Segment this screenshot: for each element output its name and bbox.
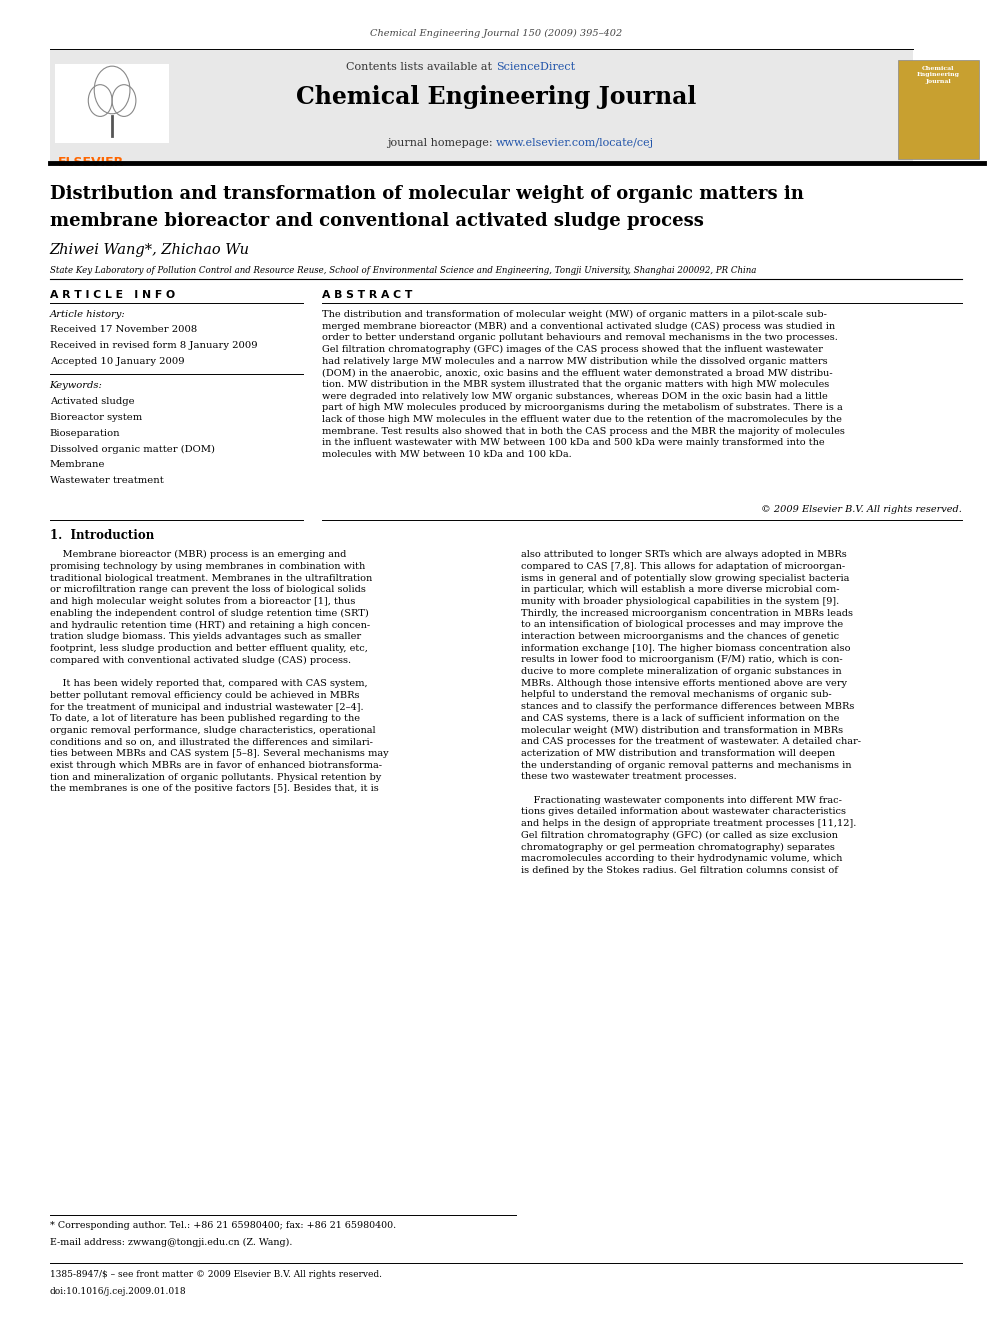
Text: Wastewater treatment: Wastewater treatment [50,476,164,486]
Text: Accepted 10 January 2009: Accepted 10 January 2009 [50,357,185,366]
Text: Activated sludge: Activated sludge [50,397,134,406]
Text: A B S T R A C T: A B S T R A C T [322,290,413,300]
Text: Chemical Engineering Journal: Chemical Engineering Journal [296,85,696,108]
FancyBboxPatch shape [50,50,913,161]
Text: The distribution and transformation of molecular weight (MW) of organic matters : The distribution and transformation of m… [322,310,845,459]
Text: Dissolved organic matter (DOM): Dissolved organic matter (DOM) [50,445,214,454]
Text: Received in revised form 8 January 2009: Received in revised form 8 January 2009 [50,341,257,351]
Text: Zhiwei Wang*, Zhichao Wu: Zhiwei Wang*, Zhichao Wu [50,243,250,258]
Text: A R T I C L E   I N F O: A R T I C L E I N F O [50,290,175,300]
Text: membrane bioreactor and conventional activated sludge process: membrane bioreactor and conventional act… [50,212,703,230]
Text: E-mail address: zwwang@tongji.edu.cn (Z. Wang).: E-mail address: zwwang@tongji.edu.cn (Z.… [50,1238,292,1248]
Text: Chemical Engineering Journal 150 (2009) 395–402: Chemical Engineering Journal 150 (2009) … [370,29,622,38]
FancyBboxPatch shape [898,60,979,159]
Text: ELSEVIER: ELSEVIER [58,156,124,169]
Text: www.elsevier.com/locate/cej: www.elsevier.com/locate/cej [496,138,654,148]
Text: Membrane: Membrane [50,460,105,470]
Text: Article history:: Article history: [50,310,125,319]
Text: State Key Laboratory of Pollution Control and Resource Reuse, School of Environm: State Key Laboratory of Pollution Contro… [50,266,756,275]
Text: Chemical
Engineering
Journal: Chemical Engineering Journal [917,66,960,83]
Text: Bioseparation: Bioseparation [50,429,120,438]
Text: Received 17 November 2008: Received 17 November 2008 [50,325,196,335]
Text: * Corresponding author. Tel.: +86 21 65980400; fax: +86 21 65980400.: * Corresponding author. Tel.: +86 21 659… [50,1221,396,1230]
Text: doi:10.1016/j.cej.2009.01.018: doi:10.1016/j.cej.2009.01.018 [50,1287,186,1297]
Text: journal homepage:: journal homepage: [387,138,496,148]
Text: Bioreactor system: Bioreactor system [50,413,142,422]
Text: also attributed to longer SRTs which are always adopted in MBRs
compared to CAS : also attributed to longer SRTs which are… [521,550,861,875]
Text: ScienceDirect: ScienceDirect [496,62,575,73]
Text: Membrane bioreactor (MBR) process is an emerging and
promising technology by usi: Membrane bioreactor (MBR) process is an … [50,550,388,794]
Text: 1.  Introduction: 1. Introduction [50,529,154,542]
FancyBboxPatch shape [55,64,169,143]
Text: 1385-8947/$ – see front matter © 2009 Elsevier B.V. All rights reserved.: 1385-8947/$ – see front matter © 2009 El… [50,1270,382,1279]
Text: Contents lists available at: Contents lists available at [346,62,496,73]
Text: © 2009 Elsevier B.V. All rights reserved.: © 2009 Elsevier B.V. All rights reserved… [762,505,962,515]
Text: Keywords:: Keywords: [50,381,102,390]
Text: Distribution and transformation of molecular weight of organic matters in: Distribution and transformation of molec… [50,185,804,204]
